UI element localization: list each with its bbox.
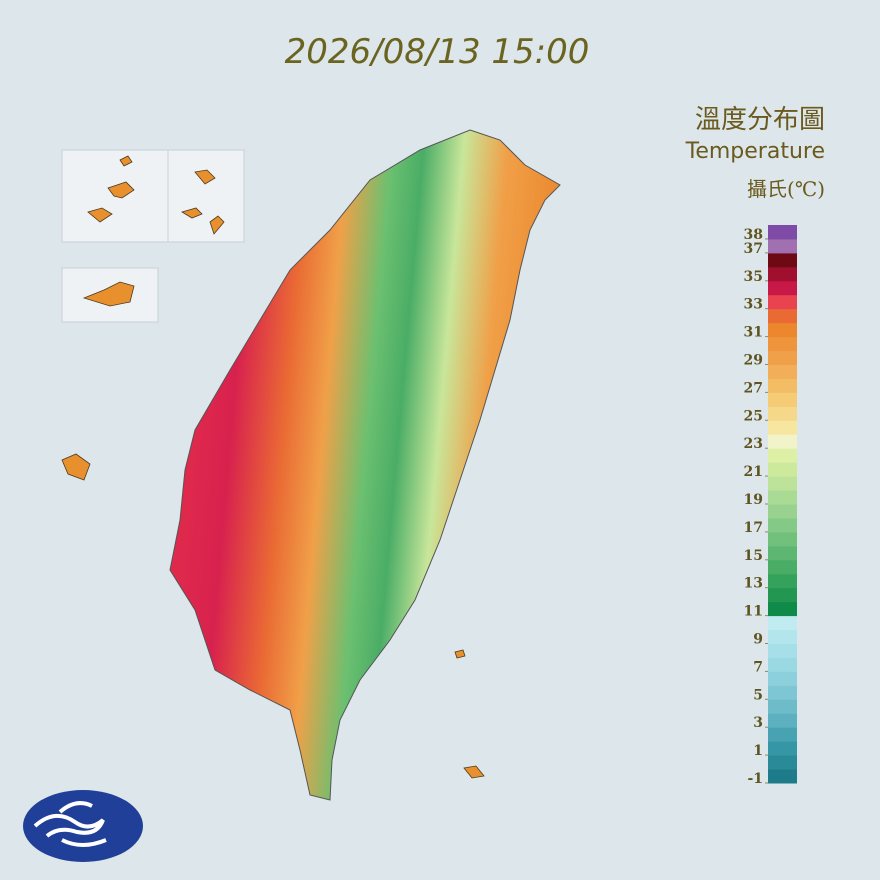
tick-label: 7 (753, 659, 763, 675)
tick-label: 33 (744, 297, 763, 313)
islands (61, 155, 485, 779)
colorbar-bin (768, 643, 797, 658)
colorbar-bin (768, 531, 797, 547)
colorbar-bin (768, 336, 797, 352)
colorbar-bin (768, 238, 797, 254)
tick-label: 21 (744, 464, 763, 480)
colorbar-bin (768, 699, 797, 714)
colorbar-bin (768, 490, 797, 505)
colorbar-bin (768, 462, 797, 477)
tick-label: 1 (753, 743, 763, 759)
tick-label: 15 (744, 548, 763, 564)
timestamp: 2026/08/13 15:00 (285, 32, 590, 72)
tick-label: 3 (753, 715, 763, 731)
colorbar-bin (768, 601, 797, 617)
colorbar-bin (768, 573, 797, 589)
colorbar-bin (768, 615, 797, 631)
colorbar-bin (768, 364, 797, 379)
tick-label: 11 (744, 604, 763, 620)
colorbar-bin (768, 769, 797, 784)
colorbar-bin (768, 308, 797, 324)
tick-label: 23 (744, 436, 763, 452)
tick-label: 19 (744, 492, 763, 508)
tick-label: 27 (744, 380, 763, 396)
colorbar-bin (768, 350, 797, 365)
taiwan (169, 129, 561, 801)
colorbar-bin (768, 755, 797, 770)
colorbar-bin (768, 420, 797, 435)
colorbar-bin (768, 252, 797, 268)
tick-label: -1 (747, 771, 763, 787)
colorbar-bin (768, 434, 797, 449)
colorbar-bin (768, 587, 797, 603)
tick-label: 37 (744, 241, 763, 257)
logo-swirl (33, 801, 107, 847)
colorbar-bin (768, 448, 797, 463)
colorbar-bin (768, 280, 797, 296)
colorbar-bin (768, 517, 797, 533)
legend-subtitle: Temperature (685, 139, 825, 164)
tick-label: 25 (744, 408, 763, 424)
colorbar-bin (768, 671, 797, 686)
colorbar-bin (768, 294, 797, 310)
tick-label: 31 (744, 325, 763, 341)
legend-unit: 攝氏(℃) (747, 177, 825, 201)
colorbar-bin (768, 392, 797, 407)
colorbar-bin (768, 378, 797, 393)
tick-label: 5 (753, 687, 763, 703)
colorbar-bin (768, 266, 797, 282)
colorbar-bin (768, 685, 797, 700)
legend-title: 溫度分布圖 (695, 105, 825, 135)
colorbar-bin (768, 545, 797, 561)
tick-label: 13 (744, 576, 763, 592)
colorbar-bin (768, 504, 797, 519)
tick-label: 35 (744, 269, 763, 285)
colorbar-bin (768, 727, 797, 742)
tick-label: 9 (753, 632, 763, 648)
colorbar-bin (768, 322, 797, 338)
colorbar-bin (768, 225, 797, 240)
colorbar-bin (768, 559, 797, 575)
colorbar-bin (768, 629, 797, 644)
tick-label: 38 (744, 227, 763, 243)
colorbar-bin (768, 406, 797, 421)
colorbar-bin (768, 476, 797, 491)
tick-label: 29 (744, 353, 763, 369)
tick-label: 17 (744, 520, 763, 536)
colorbar-bin (768, 713, 797, 728)
colorbar-bin (768, 657, 797, 672)
colorbar-bin (768, 741, 797, 756)
